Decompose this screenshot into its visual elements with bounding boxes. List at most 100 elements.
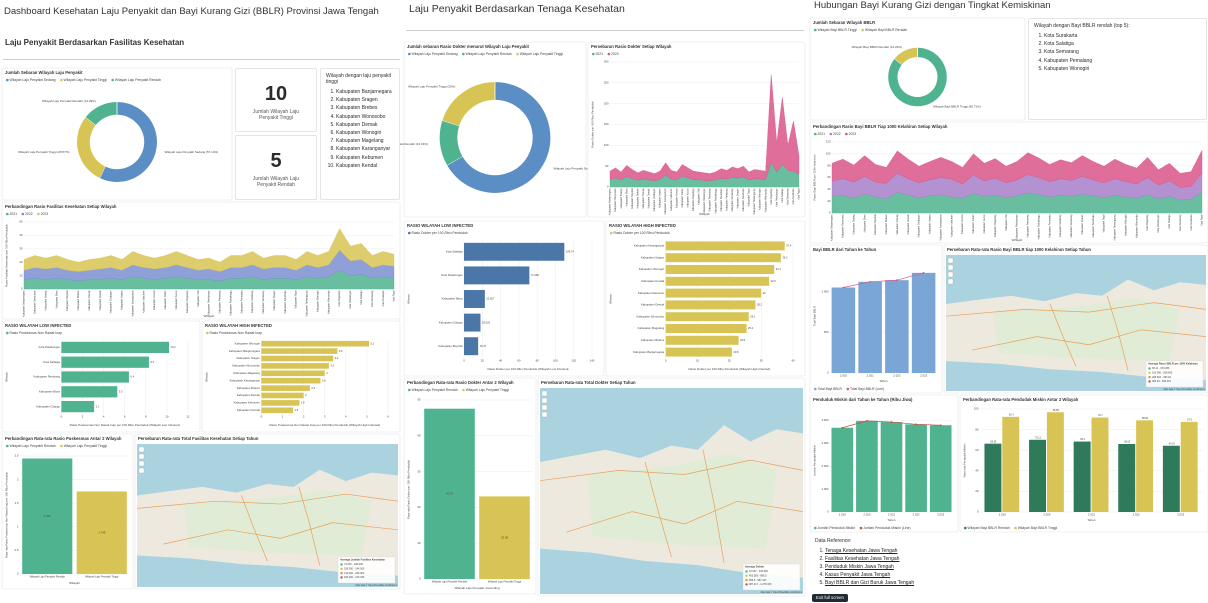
x-tick-label: Kabupaten Blora (863, 214, 866, 232)
x-axis-title: Tahun (887, 518, 896, 522)
list-card: Wilayah dengan Bayi BBLR rendah (top 5):… (1028, 18, 1207, 120)
legend-label: Wilayah Bayi BBLR Tinggi (818, 28, 858, 32)
bar (880, 422, 903, 512)
x-tick-label: Kabupaten Wonosobo (764, 188, 767, 212)
bar-value-label: 47.57 (446, 492, 453, 496)
x-tick-label: Kabupaten Kebumen (142, 290, 145, 313)
x-tick-label: Kabupaten Grobogan (653, 188, 656, 212)
x-tick-label: 2.022 (1133, 513, 1140, 517)
x-tick-label: Kabupaten Jepara (929, 214, 932, 234)
map-control[interactable] (947, 278, 954, 285)
bar-value-label: 28.2 (757, 303, 763, 307)
list-title: Wilayah dengan laju penyakit tinggi (326, 73, 392, 85)
y-axis-title: Rata-rata Penduduk Miskin (963, 443, 967, 477)
chart-title: Bayi BBLR dari Tahun ke Tahun (813, 247, 877, 252)
y-tick-label: Kabupaten Banjarnegara (229, 349, 261, 353)
map-legend-swatch (1148, 367, 1151, 370)
x-tick-label: Kabupaten Cilacap (896, 214, 899, 235)
legend-label: Total Bayi BBLR (818, 387, 843, 391)
x-tick-label: Kabupaten Magelang (994, 214, 997, 237)
map-control[interactable] (138, 453, 145, 460)
x-tick-label: Kabupaten Brebes (636, 188, 639, 209)
bar (464, 242, 565, 261)
y-tick-label: Kabupaten Sragen (641, 255, 665, 259)
bar-value-label: 88.96 (1142, 417, 1149, 420)
legend-label: Wilayah Bayi BBLR Rendah (968, 526, 1010, 530)
map-control[interactable] (947, 271, 954, 278)
bar (76, 491, 127, 574)
map-control[interactable] (138, 446, 145, 453)
x-tick-label: Kabupaten Rembang (725, 188, 728, 211)
x-tick-label: Kota Magelang (770, 188, 773, 205)
legend-label: 2023 (849, 132, 857, 136)
x-tick-label: Kabupaten Batang (620, 188, 623, 208)
map-control[interactable] (541, 404, 548, 411)
line-series (843, 272, 924, 288)
slice-label: Wilayah Laju Penyakit Sedang (66.67%) (553, 167, 607, 171)
map-legend-swatch (1148, 375, 1151, 379)
map-legend (742, 563, 801, 591)
x-tick-label: Kota Pekalongan (1157, 214, 1160, 233)
map-title: Persebaran Rata-rata Rasio Bayi BBLR tia… (947, 247, 1091, 252)
y-axis-title: Jumlah Penduduk Miskin (813, 445, 817, 477)
legend-swatch (60, 444, 63, 448)
y-axis-title: Wilayah (5, 372, 9, 382)
line-point (866, 420, 868, 422)
donut-slice (894, 47, 918, 65)
legend-label: Wilayah Laju Penyakit Sedang (412, 52, 458, 56)
exit-fullscreen-button[interactable]: Exit full screen (812, 594, 848, 602)
x-tick-label: Kota Pekalongan (775, 188, 778, 207)
chart-title: RASIO WILAYAH LOW INFECTED (5, 323, 71, 328)
map-control[interactable] (541, 390, 548, 397)
x-tick-label: Kota Semarang (371, 290, 374, 307)
x-tick-label: Kabupaten Jepara (121, 290, 124, 310)
bar-value-label: 2.447 (44, 514, 51, 518)
y-tick-label: Kabupaten Blora (39, 390, 60, 394)
y-tick-label: 50 (19, 220, 23, 224)
x-axis-title: Rasio Puskesmas Non Rawat Inap per 100 R… (70, 423, 180, 427)
slice-label: Wilayah Laju Penyakit Sedang (57.14%) (164, 150, 218, 154)
x-tick-label: Kabupaten Banjarnegara (831, 214, 834, 241)
x-tick-label: 20 (728, 359, 732, 363)
map-control[interactable] (138, 467, 145, 474)
y-tick-label: 20 (19, 260, 23, 264)
slice-label: Wilayah Bayi BBLR Tinggi (85.71%) (933, 105, 981, 109)
reference-link[interactable]: Fasilitas Kesehatan Jawa Tengah (825, 556, 900, 562)
x-tick-label: Kabupaten Pemalang (219, 290, 222, 314)
reference-item: Tenaga Kesehatan Jawa Tengah (825, 548, 1005, 554)
x-axis-title: Wilayah Laju Penyakit: Ascending (454, 586, 499, 590)
slice-label: Wilayah Laju Penyakit Rendah (14.29%) (42, 99, 96, 103)
reference-link[interactable]: Kasus Penyakit Jawa Tengah (825, 572, 891, 578)
x-tick-label: Kabupaten Purbalingga (714, 188, 717, 214)
x-tick-label: Kabupaten Pati (197, 290, 200, 307)
bar (1002, 416, 1020, 512)
x-tick-label: 0 (665, 359, 667, 363)
x-tick-label: 2.023 (1177, 513, 1184, 517)
x-tick-label: 8 (145, 415, 147, 419)
map-road (163, 522, 399, 545)
y-tick-label: Kabupaten Karanganyar (230, 378, 260, 382)
map-control[interactable] (947, 264, 954, 271)
map-road (971, 329, 1207, 351)
y-tick-label: 60 (827, 175, 831, 179)
x-tick-label: Kabupaten Demak (99, 290, 102, 311)
map-control[interactable] (138, 460, 145, 467)
x-axis-title: Rasio Dokter per 100 Ribu Penduduk (Wila… (688, 367, 770, 371)
x-tick-label: 2 (303, 415, 305, 419)
reference-link[interactable]: Tenaga Kesehatan Jawa Tengah (825, 548, 898, 554)
reference-link[interactable]: Penduduk Miskin Jawa Tengah (825, 564, 894, 570)
bar (1118, 443, 1136, 512)
x-tick-label: 3 (324, 415, 326, 419)
bar-value-label: 3.2 (330, 364, 334, 368)
section-title: Laju Penyakit Berdasarkan Tenaga Kesehat… (409, 3, 625, 15)
reference-link[interactable]: Bayi BBLR dan Gizi Buruk Jawa Tengah (825, 580, 915, 586)
x-tick-label: Kota Semarang (787, 188, 790, 205)
map-control[interactable] (541, 411, 548, 418)
y-tick-label: Kabupaten Cilacap (36, 404, 60, 408)
map-control[interactable] (541, 397, 548, 404)
bar (479, 496, 530, 579)
y-tick-label: Kabupaten Demak (237, 393, 261, 397)
bar-value-label: 10.2 (171, 345, 177, 349)
map-control[interactable] (947, 257, 954, 264)
line-point (939, 424, 942, 427)
